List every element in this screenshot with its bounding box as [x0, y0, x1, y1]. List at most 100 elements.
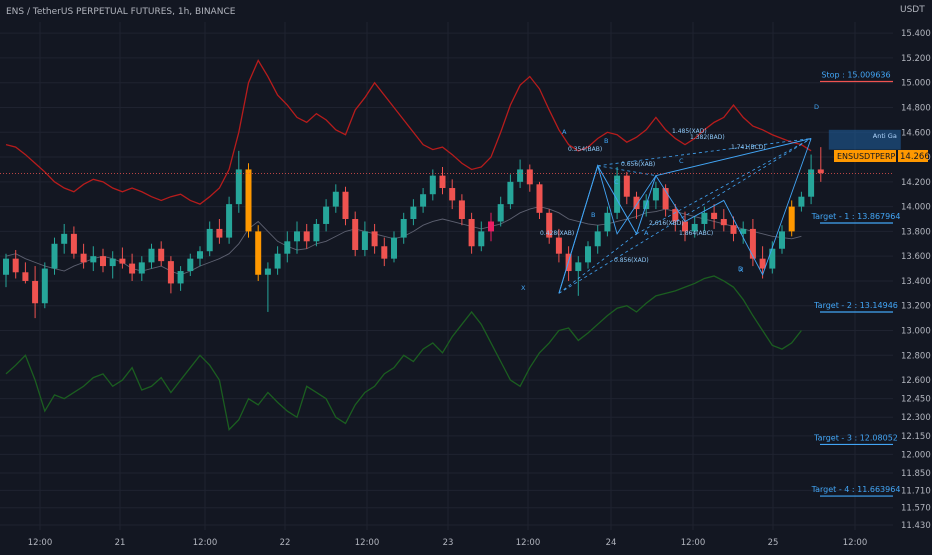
currency-label: USDT	[900, 5, 925, 15]
candle-body	[517, 169, 524, 182]
candle-body	[468, 219, 475, 247]
candle-body	[478, 231, 485, 247]
candle-body	[148, 248, 155, 263]
x-tick-label: 12:00	[193, 538, 218, 548]
candle-body	[623, 175, 630, 197]
y-tick-label: 12.450	[901, 395, 931, 405]
candle-body	[167, 261, 174, 284]
y-tick-label: 13.400	[901, 277, 931, 287]
candle-body	[779, 231, 785, 249]
level-label: Target - 1 : 13.867964	[811, 212, 901, 221]
lower-band-line	[5, 275, 802, 431]
candle-body	[429, 175, 436, 195]
candle-body	[594, 231, 601, 247]
candle-body	[313, 223, 320, 242]
candle-body	[51, 243, 58, 269]
candle-body	[100, 256, 106, 267]
ratio-label: 2.616(XBD)	[649, 220, 684, 227]
candle-body	[391, 237, 397, 259]
candle-body	[497, 204, 504, 222]
grid-layer	[0, 22, 893, 530]
y-tick-label: 12.600	[901, 376, 931, 386]
pattern-point-label: B	[604, 137, 608, 145]
pattern-point-label: X	[739, 266, 744, 274]
y-tick-label: 15.000	[901, 79, 931, 89]
candle-body	[129, 263, 136, 274]
ratio-label: 1.741(BCD)	[731, 144, 766, 151]
candle-body	[294, 231, 300, 242]
candle-body	[711, 212, 718, 220]
candle-body	[536, 184, 543, 213]
level-label: Stop : 15.009636	[821, 71, 890, 80]
candle-body	[41, 268, 48, 304]
candle-body	[458, 200, 465, 220]
pattern-point-label: X	[521, 284, 526, 292]
candle-body	[332, 191, 339, 207]
pattern-point-label: C	[679, 157, 684, 165]
ratio-label: 0.428(XAB)	[540, 230, 574, 237]
candle-body	[80, 253, 87, 263]
candle-body	[158, 248, 165, 262]
candle-body	[197, 251, 203, 259]
candle-body	[61, 233, 68, 244]
candle-body	[817, 169, 824, 174]
y-tick-label: 14.000	[901, 203, 931, 213]
candle-body	[526, 169, 533, 185]
y-tick-label: 11.430	[901, 521, 931, 531]
candle-body	[22, 272, 29, 281]
y-tick-label: 15.400	[901, 29, 931, 39]
y-tick-label: 14.800	[901, 103, 931, 113]
pattern-inner	[558, 138, 812, 294]
candle-body	[672, 209, 679, 222]
candle-body	[342, 191, 349, 220]
y-tick-label: 13.600	[901, 252, 931, 262]
candle-body	[177, 271, 184, 284]
y-tick-label: 14.600	[901, 128, 931, 138]
y-tick-label: 11.570	[901, 504, 931, 514]
candle-body	[187, 258, 194, 272]
x-tick-label: 12:00	[355, 538, 380, 548]
pattern-ratio-line	[558, 138, 812, 294]
ratio-label: 0.856(XAD)	[614, 257, 649, 264]
x-tick-label: 12:00	[516, 538, 541, 548]
pattern-point-label: B	[591, 211, 595, 219]
candle-body	[255, 231, 262, 275]
candle-body	[449, 188, 456, 201]
candle-body	[400, 219, 407, 238]
y-tick-label: 14.200	[901, 178, 931, 188]
candle-body	[119, 258, 126, 264]
pattern-point-label: D	[738, 265, 743, 273]
candle-body	[235, 169, 242, 205]
candle-body	[682, 221, 688, 232]
y-tick-label: 12.150	[901, 432, 931, 442]
level-label: Target - 4 : 11.663964	[811, 485, 901, 494]
candle-body	[662, 188, 669, 210]
pattern-ratio-line	[558, 233, 637, 294]
candle-body	[701, 212, 708, 224]
candle-body	[303, 231, 310, 242]
x-axis: 12:00 21 12:00 22 12:00 23 12:00 24 12:00 25 12:00	[28, 538, 868, 548]
x-tick-label: 12:00	[843, 538, 868, 548]
candle-body	[439, 175, 446, 189]
candle-body	[798, 196, 805, 207]
candle-body	[381, 246, 388, 259]
candle-body	[740, 228, 747, 234]
ratio-label: 1.382(BAD)	[690, 134, 725, 141]
candle-body	[759, 258, 766, 269]
badge-price: 14.266	[900, 152, 930, 162]
candle-body	[216, 228, 223, 238]
y-tick-label: 12.300	[901, 413, 931, 423]
ratio-label: 1.864(ABC)	[679, 230, 713, 237]
candle-body	[769, 248, 776, 269]
candle-body	[652, 188, 659, 201]
chart-title: ENS / TetherUS PERPETUAL FUTURES, 1h, BI…	[6, 7, 236, 17]
pattern-point-label: A	[562, 128, 567, 136]
harmonic-pattern-layer: Anti GaXABCDXABCD1.485(XAD)1.382(BAD)1.7…	[521, 103, 901, 294]
level-label: Target - 3 : 12.08052	[813, 433, 898, 442]
y-tick-label: 13.000	[901, 327, 931, 337]
candle-body	[12, 258, 19, 273]
candle-body	[614, 175, 621, 213]
zone-label: Anti Ga	[873, 132, 897, 140]
